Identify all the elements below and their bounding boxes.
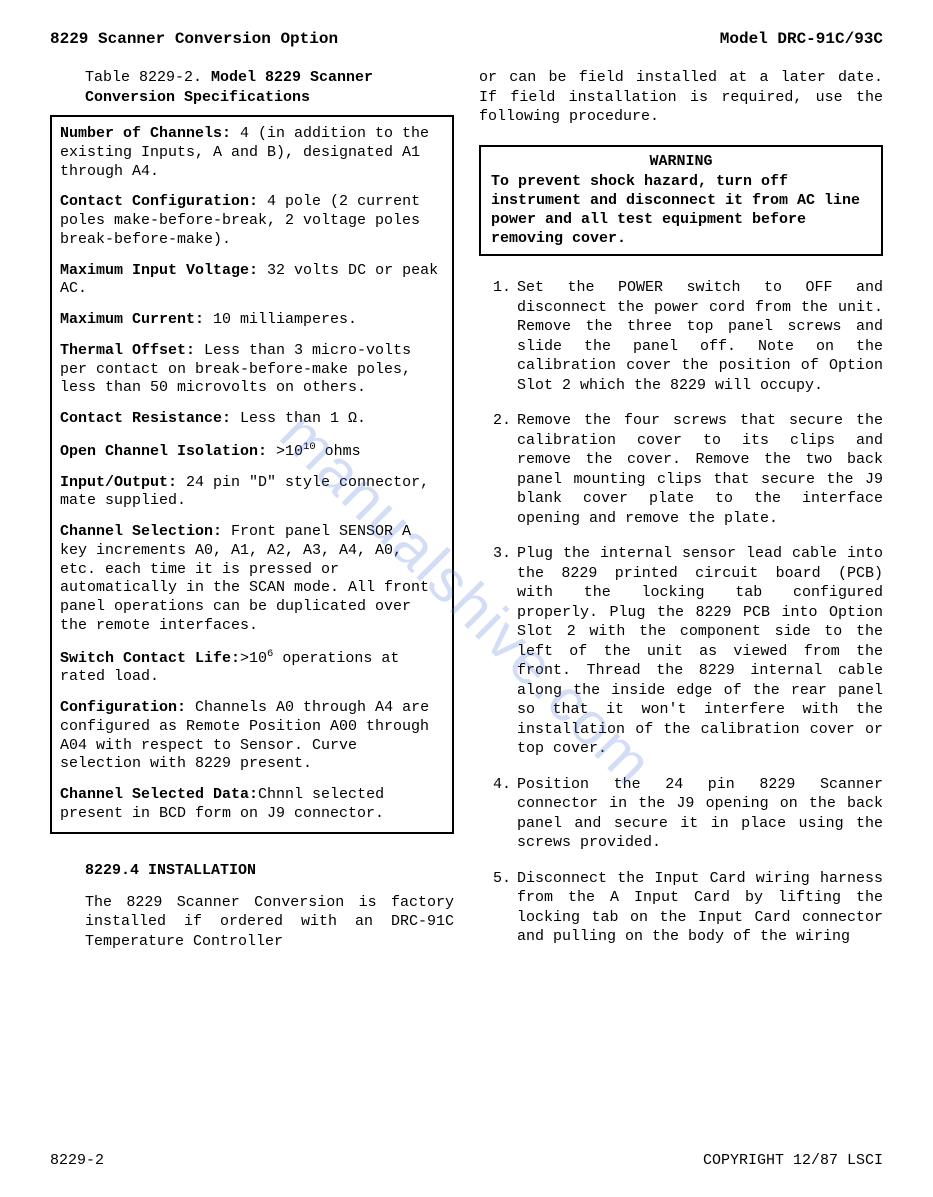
warning-box: WARNING To prevent shock hazard, turn of…: [479, 145, 883, 257]
step-item: 2. Remove the four screws that secure th…: [479, 411, 883, 528]
step-number: 3.: [479, 544, 517, 759]
footer-right: COPYRIGHT 12/87 LSCI: [703, 1152, 883, 1169]
installation-para: The 8229 Scanner Conversion is factory i…: [85, 893, 454, 952]
spec-item: Contact Resistance: Less than 1 Ω.: [60, 410, 444, 429]
footer-left: 8229-2: [50, 1152, 104, 1169]
content-columns: Table 8229-2. Model 8229 Scanner Convers…: [50, 68, 883, 963]
spec-item: Switch Contact Life:>106 operations at r…: [60, 648, 444, 688]
spec-label: Contact Configuration:: [60, 193, 258, 210]
page-footer: 8229-2 COPYRIGHT 12/87 LSCI: [50, 1152, 883, 1169]
right-column: or can be field installed at a later dat…: [479, 68, 883, 963]
spec-text: Less than 1 Ω.: [231, 410, 366, 427]
spec-label: Input/Output:: [60, 474, 177, 491]
spec-label: Maximum Current:: [60, 311, 204, 328]
spec-label: Open Channel Isolation:: [60, 443, 267, 460]
spec-item: Input/Output: 24 pin "D" style connector…: [60, 474, 444, 512]
spec-label: Channel Selection:: [60, 523, 222, 540]
spec-item: Contact Configuration: 4 pole (2 current…: [60, 193, 444, 249]
left-column: Table 8229-2. Model 8229 Scanner Convers…: [50, 68, 454, 963]
step-item: 1. Set the POWER switch to OFF and disco…: [479, 278, 883, 395]
caption-prefix: Table 8229-2.: [85, 69, 211, 86]
spec-item: Channel Selection: Front panel SENSOR A …: [60, 523, 444, 636]
step-text: Position the 24 pin 8229 Scanner connect…: [517, 775, 883, 853]
step-text: Remove the four screws that secure the c…: [517, 411, 883, 528]
spec-item: Maximum Current: 10 milliamperes.: [60, 311, 444, 330]
spec-label: Switch Contact Life:: [60, 650, 240, 667]
spec-label: Configuration:: [60, 699, 186, 716]
step-number: 5.: [479, 869, 517, 947]
spec-label: Channel Selected Data:: [60, 786, 258, 803]
step-item: 4. Position the 24 pin 8229 Scanner conn…: [479, 775, 883, 853]
spec-item: Open Channel Isolation: >1010 ohms: [60, 441, 444, 462]
step-text: Disconnect the Input Card wiring harness…: [517, 869, 883, 947]
spec-item: Channel Selected Data:Chnnl selected pre…: [60, 786, 444, 824]
spec-label: Maximum Input Voltage:: [60, 262, 258, 279]
step-text: Plug the internal sensor lead cable into…: [517, 544, 883, 759]
right-intro: or can be field installed at a later dat…: [479, 68, 883, 127]
spec-item: Maximum Input Voltage: 32 volts DC or pe…: [60, 262, 444, 300]
page-header: 8229 Scanner Conversion Option Model DRC…: [50, 30, 883, 48]
installation-heading: 8229.4 INSTALLATION: [85, 862, 454, 879]
page: manualshive.com 8229 Scanner Conversion …: [0, 0, 933, 1197]
step-number: 4.: [479, 775, 517, 853]
step-text: Set the POWER switch to OFF and disconne…: [517, 278, 883, 395]
spec-item: Thermal Offset: Less than 3 micro-volts …: [60, 342, 444, 398]
step-number: 1.: [479, 278, 517, 395]
warning-body: To prevent shock hazard, turn off instru…: [491, 173, 871, 248]
step-item: 5. Disconnect the Input Card wiring harn…: [479, 869, 883, 947]
spec-box: Number of Channels: 4 (in addition to th…: [50, 115, 454, 834]
warning-title: WARNING: [491, 153, 871, 172]
table-caption: Table 8229-2. Model 8229 Scanner Convers…: [85, 68, 454, 107]
spec-text: 10 milliamperes.: [204, 311, 357, 328]
spec-item: Number of Channels: 4 (in addition to th…: [60, 125, 444, 181]
spec-label: Thermal Offset:: [60, 342, 195, 359]
spec-label: Number of Channels:: [60, 125, 231, 142]
step-number: 2.: [479, 411, 517, 528]
header-left: 8229 Scanner Conversion Option: [50, 30, 338, 48]
spec-label: Contact Resistance:: [60, 410, 231, 427]
header-right: Model DRC-91C/93C: [720, 30, 883, 48]
spec-text: >1010 ohms: [267, 443, 361, 460]
step-item: 3. Plug the internal sensor lead cable i…: [479, 544, 883, 759]
steps-list: 1. Set the POWER switch to OFF and disco…: [479, 278, 883, 947]
spec-item: Configuration: Channels A0 through A4 ar…: [60, 699, 444, 774]
